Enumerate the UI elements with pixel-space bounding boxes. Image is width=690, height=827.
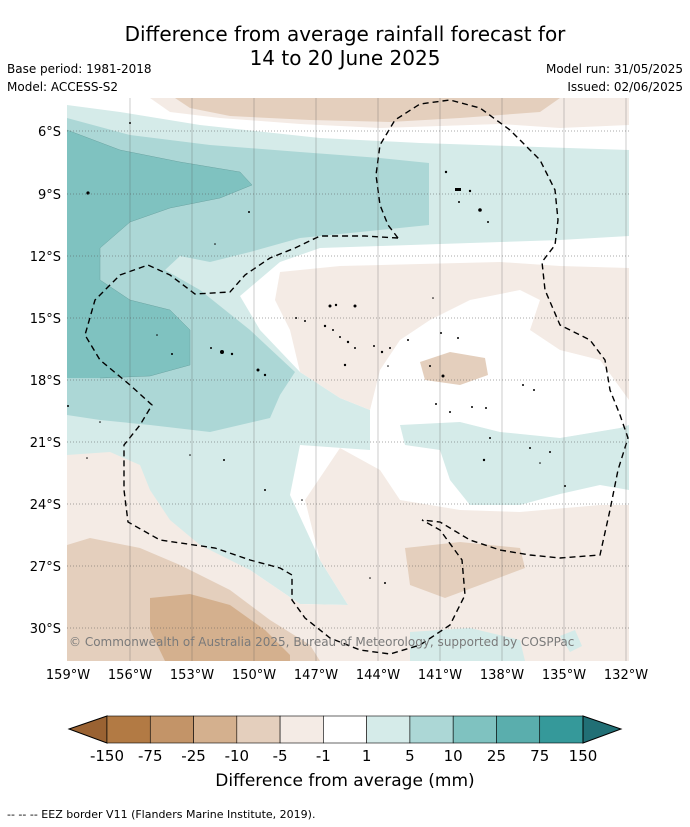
colorbar-tick-label: -10 [225, 747, 250, 765]
colorbar-extend-low [67, 715, 108, 744]
meta-left: Base period: 1981-2018 Model: ACCESS-S2 [7, 60, 152, 96]
title-line-1: Difference from average rainfall forecas… [124, 22, 566, 46]
colorbar-tick-label: -1 [316, 747, 331, 765]
colorbar-extend-high [582, 715, 623, 744]
colorbar-tick-label: 1 [362, 747, 372, 765]
lon-label: 144°W [356, 668, 400, 683]
colorbar-tick-label: 75 [530, 747, 549, 765]
wet-patch-small [560, 630, 582, 652]
model-run-text: Model run: 31/05/2025 [545, 62, 683, 76]
model-text: Model: ACCESS-S2 [7, 80, 119, 94]
lat-label: 24°S [30, 498, 61, 513]
lat-label: 27°S [30, 560, 61, 575]
colorbar-tick-label: 25 [487, 747, 506, 765]
rainfall-field [67, 98, 629, 661]
colorbar: -150 -75 -25 -10 -5 -1 1 5 10 25 75 150 [67, 715, 623, 765]
lat-label: 18°S [30, 374, 61, 389]
colorbar-box [496, 715, 541, 744]
contour-line [67, 129, 253, 379]
colorbar-box [539, 715, 584, 744]
latitude-labels: 6°S 9°S 12°S 15°S 18°S 21°S 24°S 27°S 30… [30, 125, 61, 637]
eez-legend-note: -- -- -- EEZ border V11 (Flanders Marine… [7, 808, 316, 821]
lat-label: 9°S [38, 188, 61, 203]
colorbar-box [149, 715, 194, 744]
colorbar-box [193, 715, 238, 744]
lon-label: 150°W [232, 668, 276, 683]
lat-label: 15°S [30, 312, 61, 327]
title-line-2: 14 to 20 June 2025 [249, 46, 441, 70]
lon-label: 147°W [294, 668, 338, 683]
colorbar-tick-label: 150 [569, 747, 598, 765]
lon-label: 132°W [604, 668, 648, 683]
lon-label: 156°W [108, 668, 152, 683]
colorbar-title: Difference from average (mm) [215, 771, 475, 791]
wet-patch-south [410, 628, 525, 661]
dry-patch-central [420, 352, 488, 385]
colorbar-tick-label: -150 [90, 747, 124, 765]
eez-border-west [84, 235, 466, 655]
copyright-text: © Commonwealth of Australia 2025, Bureau… [69, 635, 574, 649]
dry-core-south [150, 594, 290, 661]
lon-label: 141°W [418, 668, 462, 683]
colorbar-tick-label: -5 [273, 747, 288, 765]
map-grid [67, 98, 629, 661]
wet-region-east [400, 422, 629, 505]
dry-region-central [275, 262, 629, 410]
colorbar-box [323, 715, 367, 744]
lat-label: 12°S [30, 250, 61, 265]
base-period-text: Base period: 1981-2018 [7, 62, 152, 76]
dry-patch-southeast [405, 542, 525, 598]
lon-label: 135°W [542, 668, 586, 683]
lon-label: 153°W [170, 668, 214, 683]
longitude-labels: 159°W 156°W 153°W 150°W 147°W 144°W 141°… [46, 668, 648, 683]
lat-label: 6°S [38, 125, 61, 140]
wet-region-core [67, 130, 252, 378]
colorbar-box [106, 715, 151, 744]
colorbar-box [366, 715, 411, 744]
issued-text: Issued: 02/06/2025 [567, 80, 683, 94]
lon-label: 159°W [46, 668, 90, 683]
eez-border-east [375, 99, 629, 559]
lon-label: 138°W [480, 668, 524, 683]
colorbar-tick-labels: -150 -75 -25 -10 -5 -1 1 5 10 25 75 150 [90, 747, 597, 765]
colorbar-tick-label: 5 [405, 747, 415, 765]
colorbar-box [452, 715, 497, 744]
colorbar-tick-label: 10 [444, 747, 463, 765]
lat-label: 30°S [30, 622, 61, 637]
meta-right: Model run: 31/05/2025 Issued: 02/06/2025 [546, 60, 683, 96]
colorbar-box [236, 715, 281, 744]
colorbar-box [279, 715, 324, 744]
colorbar-tick-label: -75 [138, 747, 163, 765]
map-title: Difference from average rainfall forecas… [0, 22, 690, 70]
colorbar-box [409, 715, 454, 744]
colorbar-boxes [106, 715, 584, 744]
lat-label: 21°S [30, 436, 61, 451]
colorbar-tick-label: -25 [181, 747, 206, 765]
